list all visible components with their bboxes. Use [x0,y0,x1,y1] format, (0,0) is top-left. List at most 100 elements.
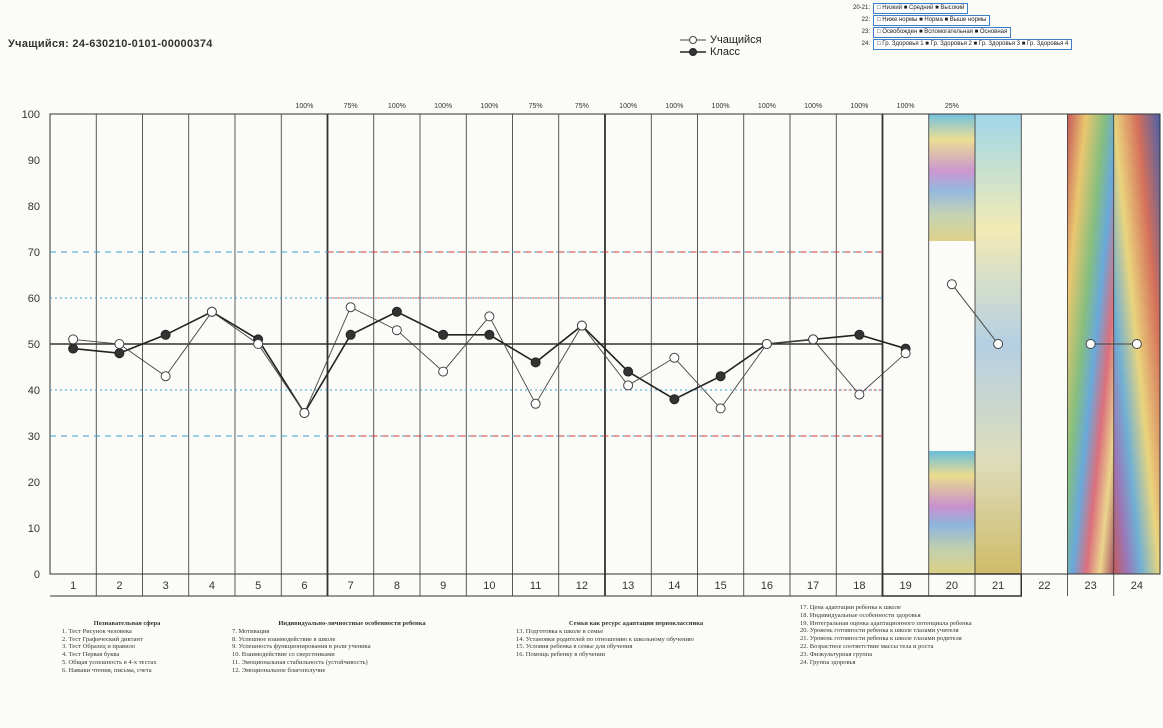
legend-block-item: 22. Возрастное соответствие массы тела и… [800,642,934,650]
top-percent-label: 100% [480,103,498,110]
class-point [160,329,171,340]
top-percent-label: 100% [434,103,452,110]
legend-block-item: 10. Взаимодействие со сверстниками [232,651,335,659]
x-tick-label: 9 [440,580,446,592]
y-tick-label: 50 [28,339,40,351]
class-point [854,329,865,340]
class-marker-icon [680,48,706,56]
class-point [114,348,125,359]
class-point [715,371,726,382]
category-legend: 20-21: □ Низкий ■ Средний ■ Высокий 22: □ … [818,2,1073,50]
x-tick-label: 19 [900,580,912,592]
x-tick-label: 20 [946,580,958,592]
legend-block-personal: Индивидуально-личностные особенности реб… [232,620,472,675]
x-tick-label: 5 [255,580,261,592]
class-point [345,329,356,340]
student-point [391,325,402,336]
student-point [900,348,911,359]
student-point [68,334,79,345]
top-percent-label: 100% [712,103,730,110]
class-point [68,343,79,354]
top-percent-labels: 100% 75% 100% 100% 100% 75% 75% 100% 100% 100% 100… [295,103,958,110]
category-text: □ Низкий ■ Средний ■ Высокий [873,2,969,14]
legend-block-item: 9. Успешность функционирования в роли уч… [232,643,371,651]
legend-block-item: 11. Эмоциональная стабильность (устойчив… [232,658,368,666]
top-percent-label: 100% [388,103,406,110]
y-tick-label: 40 [28,385,40,397]
chart-series [68,279,1142,418]
legend-block-title: Семья как ресурс адаптации первоклассник… [568,620,704,627]
legend-block-item: 2. Тест Графический диктант [62,635,143,643]
y-tick-label: 60 [28,293,40,305]
x-tick-label: 2 [116,580,122,592]
legend-block-item: 12. Эмоциональное благополучие [232,666,326,674]
chart-legend: Учащийся Класс [680,34,762,58]
x-tick-label: 22 [1038,580,1050,592]
extra-point [1131,339,1142,349]
student-point [623,380,634,391]
category-legend-row: 20-21: □ Низкий ■ Средний ■ Высокий [818,2,1072,14]
student-point [299,408,310,418]
band-col-20-bottom [928,451,975,574]
category-text: □ Ниже нормы ■ Норма ■ Выше нормы [873,14,991,26]
category-code: 20-21: [852,5,870,11]
legend-block-item: 18. Индивидуальные особенности здоровья [800,611,921,619]
category-legend-row: 23: □ Освобожден ■ Вспомогательная ■ Осно… [818,26,1072,38]
category-code: 24: [861,41,870,47]
class-point [623,366,634,377]
student-point [438,366,449,377]
x-tick-label: 6 [301,580,307,592]
y-tick-label: 90 [28,155,40,167]
student-point [669,352,680,363]
class-series-line [73,310,906,415]
top-percent-label: 75% [575,103,589,110]
legend-block-item: 20. Уровень готовности ребенка к школе г… [800,627,959,635]
legend-block-other: 17. Цена адаптации ребенка к школе 18. И… [800,604,1155,666]
x-tick-label: 10 [483,580,495,592]
student-point [484,311,495,322]
x-tick-label: 17 [807,580,819,592]
category-legend-row: 24: □ Гр. Здоровья 1 ■ Гр. Здоровья 2 ■ Г… [818,38,1073,50]
legend-block-item: 16. Помощь ребенку в обучении [516,651,606,659]
legend-block-family: Семья как ресурс адаптации первоклассник… [516,620,756,659]
top-percent-label: 100% [758,103,776,110]
student-series-line [73,306,906,414]
x-label-box-highlight [881,573,1022,597]
legend-block-item: 15. Условия ребенка в семье для обучения [516,643,633,651]
top-percent-label: 100% [619,103,637,110]
y-tick-label: 70 [28,247,40,259]
student-point [253,339,264,349]
legend-student: Учащийся [680,34,762,46]
y-tick-label: 80 [28,201,40,213]
top-percent-label: 100% [897,103,915,110]
top-percent-label: 100% [850,103,868,110]
x-tick-label: 7 [348,580,354,592]
class-point [669,394,680,405]
legend-block-item: 19. Интегральная оценка адаптационного п… [800,619,972,627]
legend-class: Класс [680,46,762,58]
student-title: Учащийся: 24-630210-0101-00000374 [8,38,213,50]
x-tick-label: 1 [70,580,76,592]
extra-point [1085,339,1096,349]
x-tick-label: 18 [853,580,865,592]
student-point [114,339,125,349]
extra-line-20-21 [951,283,999,345]
legend-block-item: 4. Тест Первая буква [62,651,120,659]
student-point [206,306,217,317]
legend-block-item: 24. Группа здоровья [800,658,856,666]
x-tick-label: 12 [576,580,588,592]
x-tick-label: 24 [1131,580,1143,592]
student-point [345,302,356,313]
class-point [530,357,541,368]
x-tick-label: 16 [761,580,773,592]
legend-block-item: 6. Навыки чтения, письма, счета [62,666,152,674]
class-point [438,329,449,340]
student-point [160,371,171,382]
student-point [854,389,865,400]
top-percent-label: 75% [529,103,543,110]
legend-block-item: 3. Тест Образец и правило [62,643,136,651]
x-tick-label: 4 [209,580,215,592]
x-tick-label: 21 [992,580,1004,592]
legend-block-item: 7. Мотивация [232,627,270,635]
